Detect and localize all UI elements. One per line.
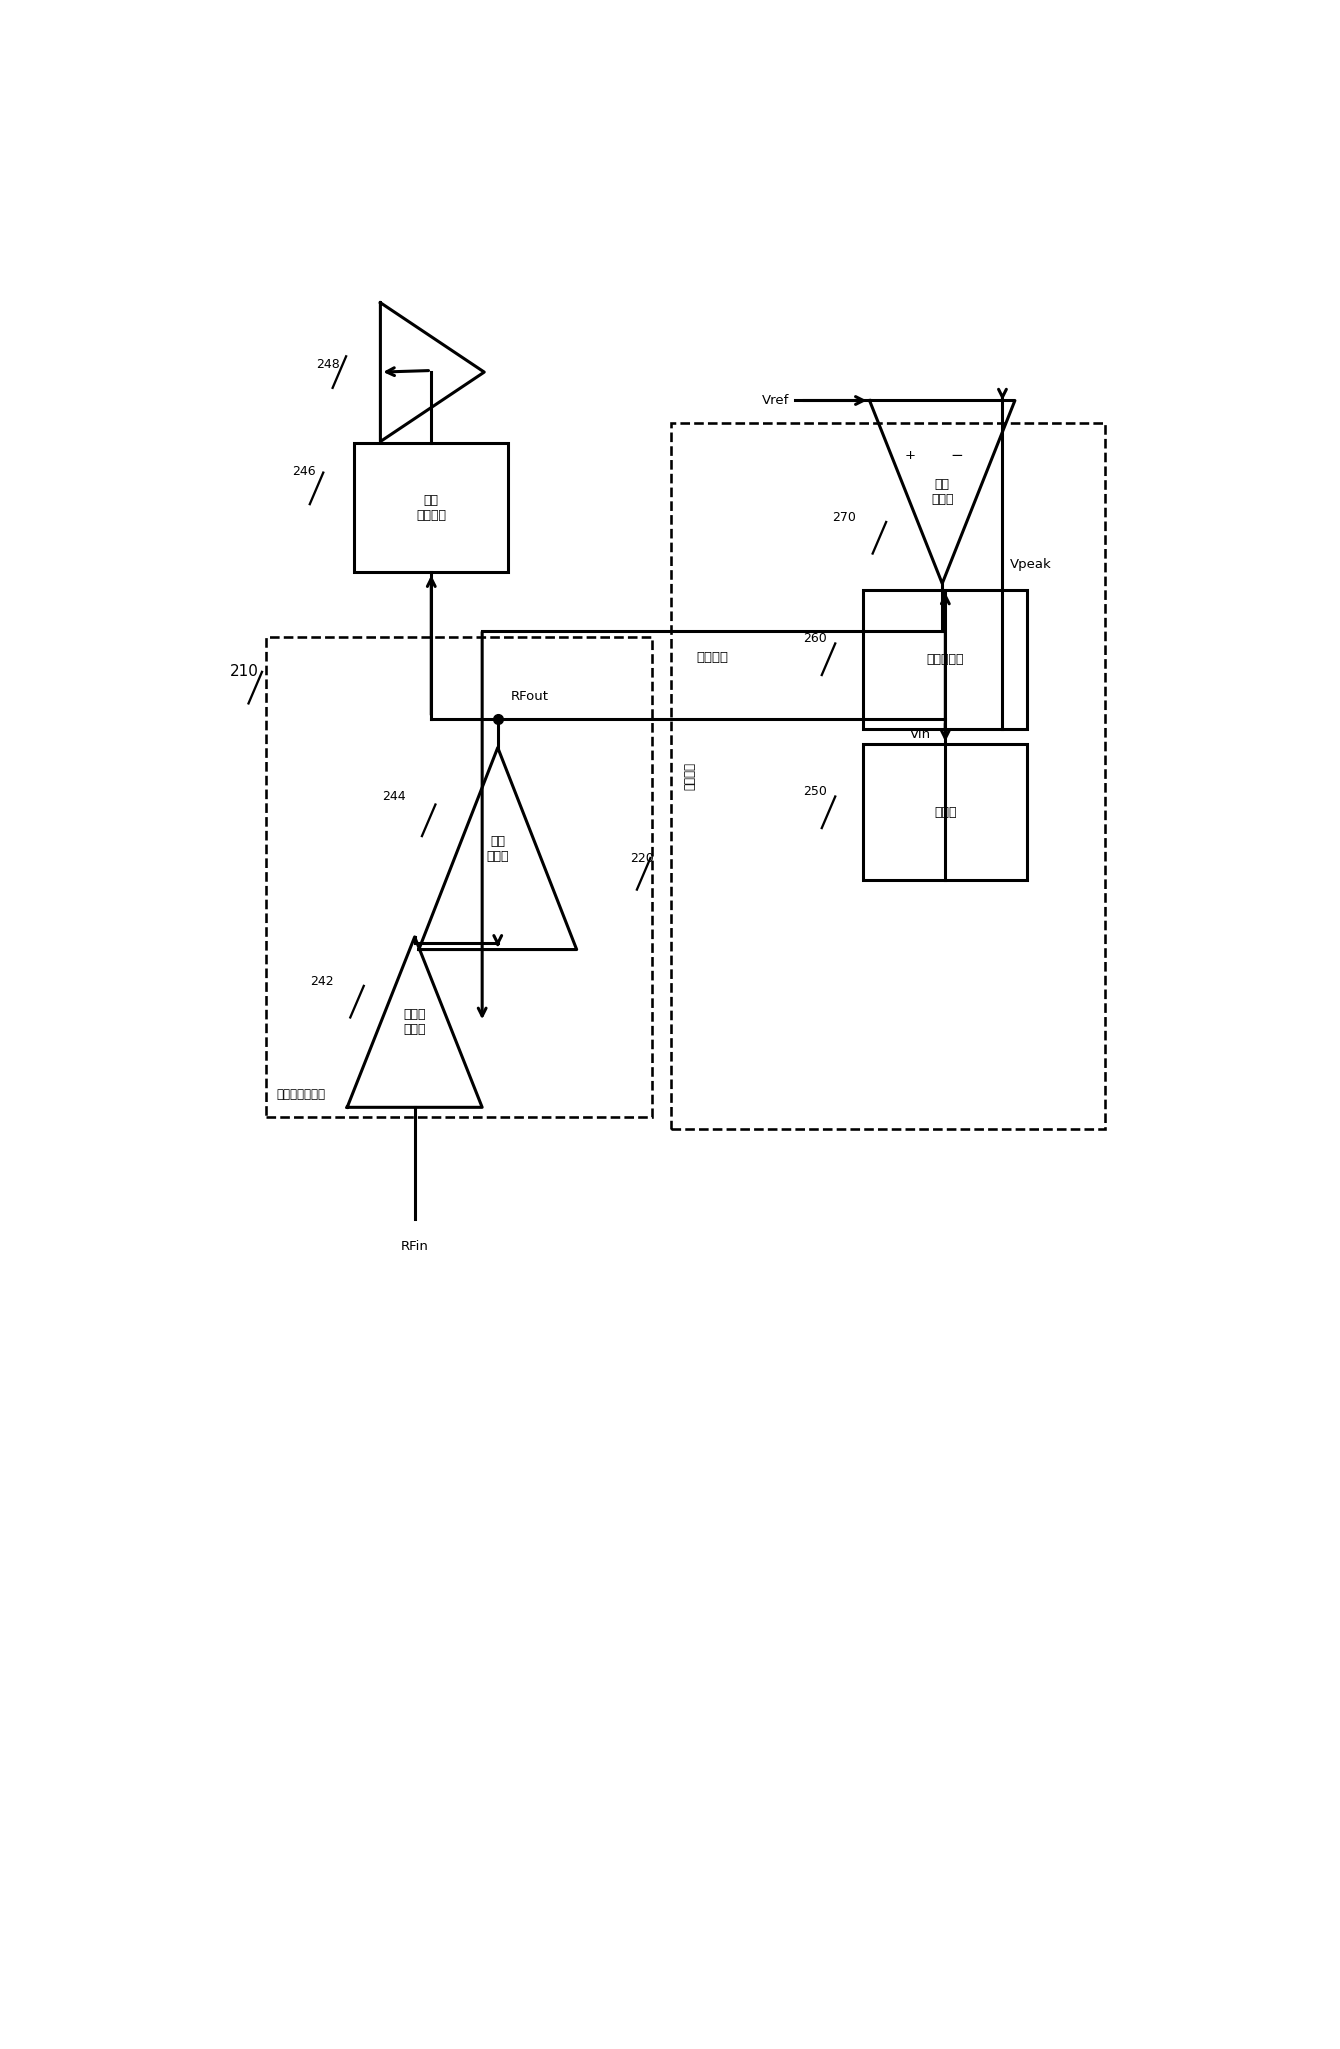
- Text: 驱动器
放大器: 驱动器 放大器: [403, 1008, 426, 1037]
- Text: 242: 242: [310, 975, 334, 988]
- Bar: [863, 744, 1028, 881]
- Text: 246: 246: [292, 465, 316, 477]
- Text: 220: 220: [630, 852, 654, 865]
- Text: 输出
匹配电路: 输出 匹配电路: [417, 494, 446, 522]
- Text: 误差
放大器: 误差 放大器: [931, 477, 954, 506]
- Text: +: +: [905, 449, 915, 461]
- Text: 保护电路: 保护电路: [683, 762, 697, 791]
- Text: 270: 270: [832, 510, 856, 525]
- Text: 功率
放大器: 功率 放大器: [486, 834, 509, 863]
- Bar: [863, 590, 1028, 729]
- Text: RFout: RFout: [512, 691, 549, 703]
- Text: Vpeak: Vpeak: [1010, 557, 1052, 572]
- Text: 248: 248: [316, 359, 340, 371]
- Text: 250: 250: [803, 785, 827, 799]
- Text: −: −: [950, 449, 963, 463]
- Text: 210: 210: [230, 664, 259, 680]
- Text: 244: 244: [382, 789, 405, 803]
- Text: 功率放大器模块: 功率放大器模块: [276, 1088, 326, 1100]
- Bar: [267, 637, 653, 1117]
- Text: Vin: Vin: [910, 729, 931, 742]
- Bar: [354, 443, 508, 572]
- Bar: [671, 422, 1106, 1129]
- Text: 衰减器: 衰减器: [934, 805, 957, 820]
- Text: 峰値检测器: 峰値检测器: [926, 654, 963, 666]
- Text: 260: 260: [803, 631, 827, 645]
- Text: Vref: Vref: [762, 393, 789, 408]
- Text: 增益控制: 增益控制: [697, 652, 728, 664]
- Text: RFin: RFin: [401, 1240, 429, 1252]
